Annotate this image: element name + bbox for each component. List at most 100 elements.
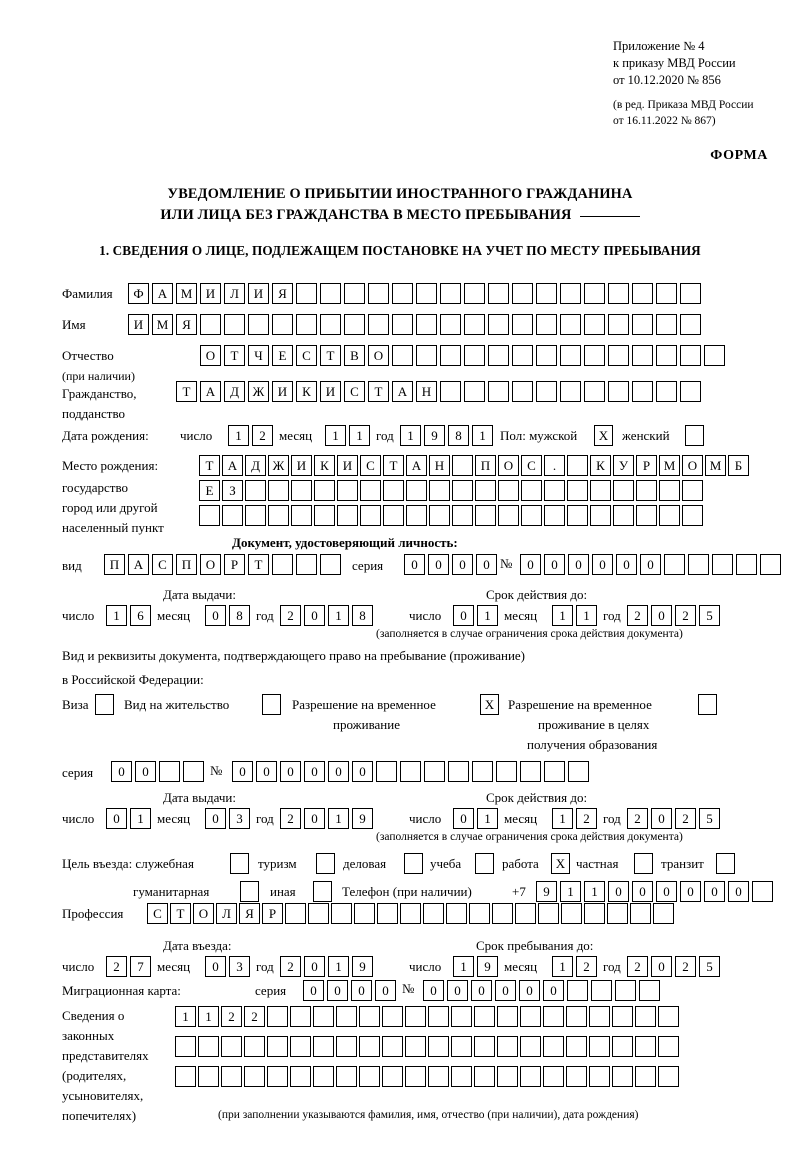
char-box[interactable] bbox=[428, 1066, 449, 1087]
char-box[interactable] bbox=[630, 903, 651, 924]
char-box[interactable]: . bbox=[544, 455, 565, 476]
char-box[interactable] bbox=[591, 980, 612, 1001]
purpose-other-checkbox[interactable] bbox=[313, 881, 332, 902]
char-box[interactable]: А bbox=[128, 554, 149, 575]
char-box[interactable] bbox=[520, 761, 541, 782]
char-box[interactable] bbox=[538, 903, 559, 924]
char-box[interactable] bbox=[659, 480, 680, 501]
char-box[interactable] bbox=[368, 283, 389, 304]
char-box[interactable] bbox=[285, 903, 306, 924]
char-box[interactable]: 0 bbox=[495, 980, 516, 1001]
char-box[interactable] bbox=[608, 345, 629, 366]
char-box[interactable]: 0 bbox=[106, 808, 127, 829]
char-box[interactable] bbox=[613, 480, 634, 501]
char-box[interactable] bbox=[377, 903, 398, 924]
char-box[interactable]: О bbox=[193, 903, 214, 924]
char-box[interactable]: 0 bbox=[453, 808, 474, 829]
char-box[interactable]: 9 bbox=[352, 808, 373, 829]
char-box[interactable]: 7 bbox=[130, 956, 151, 977]
char-box[interactable]: 2 bbox=[252, 425, 273, 446]
char-box[interactable] bbox=[520, 1006, 541, 1027]
char-box[interactable] bbox=[392, 345, 413, 366]
char-box[interactable] bbox=[383, 505, 404, 526]
char-box[interactable] bbox=[446, 903, 467, 924]
char-box[interactable]: Н bbox=[429, 455, 450, 476]
char-box[interactable] bbox=[244, 1036, 265, 1057]
char-box[interactable] bbox=[656, 314, 677, 335]
char-box[interactable] bbox=[544, 761, 565, 782]
char-box[interactable] bbox=[584, 314, 605, 335]
purpose-business-checkbox[interactable] bbox=[404, 853, 423, 874]
char-box[interactable] bbox=[405, 1006, 426, 1027]
char-box[interactable] bbox=[268, 505, 289, 526]
char-box[interactable] bbox=[406, 505, 427, 526]
char-box[interactable] bbox=[290, 1036, 311, 1057]
char-box[interactable] bbox=[175, 1036, 196, 1057]
char-box[interactable] bbox=[400, 761, 421, 782]
char-box[interactable] bbox=[639, 980, 660, 1001]
char-box[interactable]: И bbox=[272, 381, 293, 402]
char-box[interactable]: К bbox=[590, 455, 611, 476]
char-box[interactable] bbox=[632, 345, 653, 366]
char-box[interactable]: 0 bbox=[544, 554, 565, 575]
char-box[interactable] bbox=[635, 1036, 656, 1057]
char-box[interactable] bbox=[267, 1036, 288, 1057]
char-box[interactable] bbox=[566, 1066, 587, 1087]
char-box[interactable] bbox=[607, 903, 628, 924]
char-box[interactable] bbox=[400, 903, 421, 924]
char-box[interactable] bbox=[590, 480, 611, 501]
char-box[interactable] bbox=[567, 455, 588, 476]
char-box[interactable]: 0 bbox=[205, 605, 226, 626]
char-box[interactable]: 2 bbox=[675, 956, 696, 977]
char-box[interactable]: И bbox=[291, 455, 312, 476]
char-box[interactable] bbox=[612, 1036, 633, 1057]
char-box[interactable]: 0 bbox=[135, 761, 156, 782]
char-box[interactable]: 0 bbox=[304, 956, 325, 977]
char-box[interactable] bbox=[560, 381, 581, 402]
char-box[interactable]: 0 bbox=[616, 554, 637, 575]
char-box[interactable] bbox=[682, 505, 703, 526]
char-box[interactable] bbox=[464, 314, 485, 335]
char-box[interactable]: 2 bbox=[675, 808, 696, 829]
char-box[interactable] bbox=[584, 903, 605, 924]
char-box[interactable]: 0 bbox=[568, 554, 589, 575]
char-box[interactable]: О bbox=[498, 455, 519, 476]
char-box[interactable] bbox=[248, 314, 269, 335]
char-box[interactable] bbox=[313, 1066, 334, 1087]
char-box[interactable] bbox=[313, 1036, 334, 1057]
char-box[interactable] bbox=[344, 314, 365, 335]
char-box[interactable]: А bbox=[152, 283, 173, 304]
char-box[interactable]: 0 bbox=[728, 881, 749, 902]
char-box[interactable] bbox=[680, 345, 701, 366]
char-box[interactable] bbox=[296, 283, 317, 304]
char-box[interactable]: 0 bbox=[640, 554, 661, 575]
char-box[interactable] bbox=[615, 980, 636, 1001]
char-box[interactable] bbox=[337, 480, 358, 501]
char-box[interactable] bbox=[392, 314, 413, 335]
char-box[interactable] bbox=[314, 505, 335, 526]
char-box[interactable]: Н bbox=[416, 381, 437, 402]
char-box[interactable]: 0 bbox=[303, 980, 324, 1001]
char-box[interactable]: 1 bbox=[130, 808, 151, 829]
char-box[interactable] bbox=[664, 554, 685, 575]
char-box[interactable]: С bbox=[360, 455, 381, 476]
char-box[interactable] bbox=[520, 1066, 541, 1087]
char-box[interactable]: Т bbox=[383, 455, 404, 476]
char-box[interactable]: Т bbox=[170, 903, 191, 924]
char-box[interactable] bbox=[440, 345, 461, 366]
char-box[interactable] bbox=[405, 1036, 426, 1057]
char-box[interactable]: В bbox=[344, 345, 365, 366]
char-box[interactable]: О bbox=[682, 455, 703, 476]
char-box[interactable] bbox=[448, 761, 469, 782]
char-box[interactable] bbox=[314, 480, 335, 501]
char-box[interactable]: С bbox=[147, 903, 168, 924]
char-box[interactable]: Т bbox=[248, 554, 269, 575]
char-box[interactable] bbox=[590, 505, 611, 526]
char-box[interactable] bbox=[452, 505, 473, 526]
